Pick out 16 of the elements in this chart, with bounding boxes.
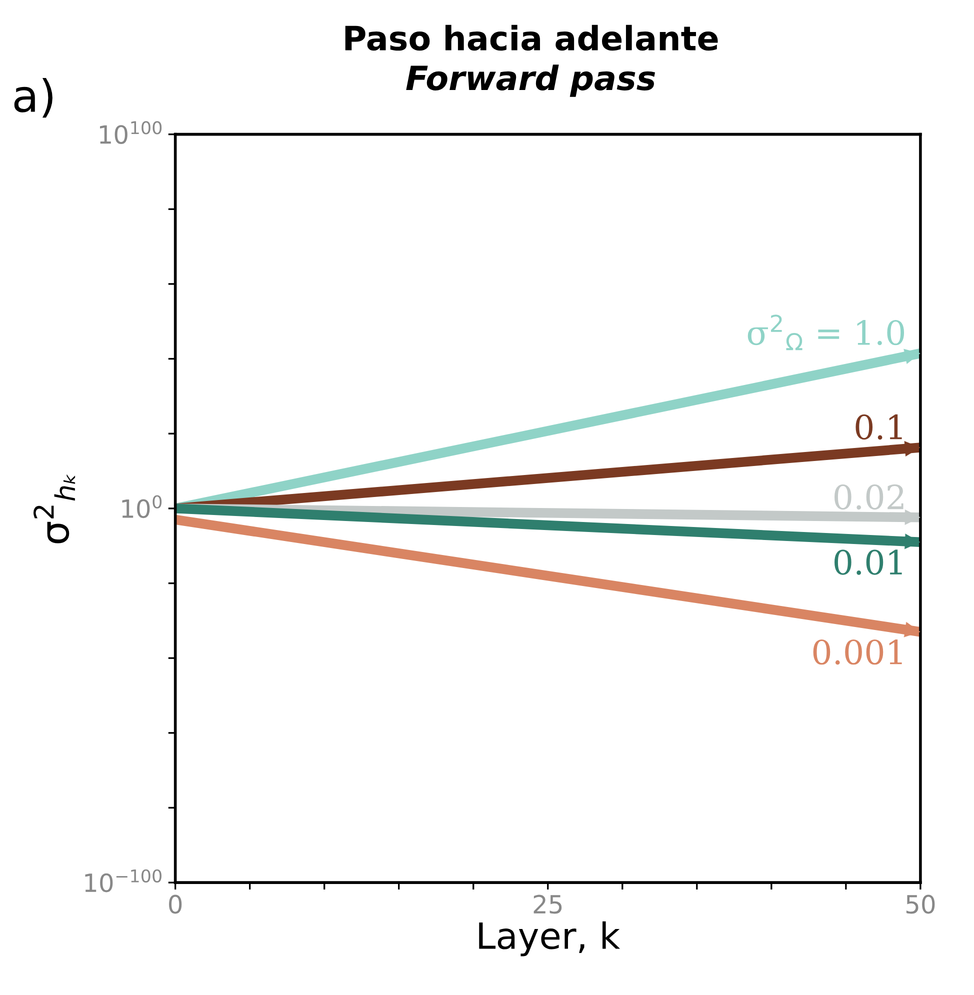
text: a)	[14, 78, 52, 118]
chart-subtitle: Forward pass	[406, 64, 656, 97]
y-axis-title: σ$^{2}$$_{hₖ}$	[33, 474, 76, 544]
legend-label: 0.1	[856, 414, 902, 440]
legend-label: σ$^{2}$$_{Ω}$ = 1.0	[748, 314, 904, 350]
legend-label: 0.02	[834, 484, 904, 510]
y-tick-label: 10$^{100}$	[100, 121, 162, 144]
legend-label: 0.001	[813, 639, 902, 665]
x-tick-label: 0	[169, 894, 182, 914]
x-tick-label: 50	[906, 894, 935, 914]
legend-label: 0.01	[834, 550, 902, 575]
y-tick-label: 10$^{−100}$	[85, 869, 162, 892]
x-tick-label: 25	[534, 894, 562, 914]
x-axis-title: Layer, k	[479, 921, 620, 956]
y-tick-label: 10$^{0}$	[122, 495, 162, 518]
chart-title: Paso hacia adelante	[345, 24, 718, 51]
